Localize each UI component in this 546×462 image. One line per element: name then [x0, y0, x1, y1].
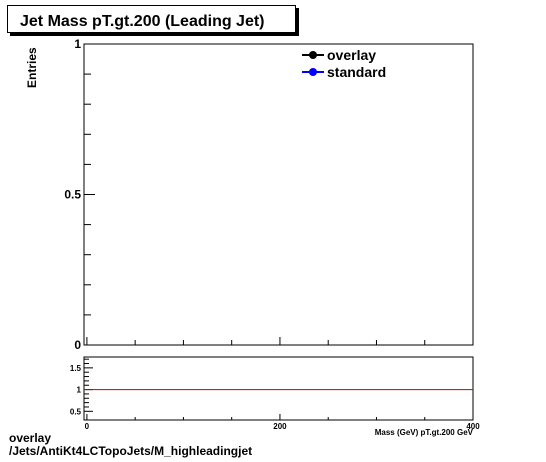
legend-marker-standard	[309, 68, 317, 76]
y-axis-label: Entries	[25, 47, 39, 88]
ratio-y-tick-label: 0.5	[70, 407, 82, 416]
x-tick-label: 0	[85, 422, 90, 431]
x-tick-label: 400	[466, 422, 480, 431]
legend-marker-overlay	[309, 51, 317, 59]
ratio-y-tick-label: 1.5	[70, 364, 82, 373]
ratio-y-tick-label: 1	[77, 386, 82, 395]
footer-line-1: overlay	[9, 431, 52, 445]
legend-label-overlay: overlay	[327, 47, 376, 63]
x-tick-label: 200	[273, 422, 287, 431]
footer-caption: overlay /Jets/AntiKt4LCTopoJets/M_highle…	[9, 432, 252, 458]
footer-line-2: /Jets/AntiKt4LCTopoJets/M_highleadingjet	[9, 444, 253, 458]
chart-title-box: Jet Mass pT.gt.200 (Leading Jet)	[7, 5, 296, 33]
legend-label-standard: standard	[327, 64, 386, 80]
y-tick-label: 0	[74, 338, 81, 352]
main-plot-frame	[83, 43, 474, 346]
ratio-plot-frame	[83, 356, 474, 421]
y-tick-label: 0.5	[64, 188, 81, 202]
chart-title: Jet Mass pT.gt.200 (Leading Jet)	[20, 13, 265, 30]
x-axis-label: Mass (GeV) pT.gt.200 GeV	[375, 428, 474, 437]
y-tick-label: 1	[74, 37, 81, 51]
